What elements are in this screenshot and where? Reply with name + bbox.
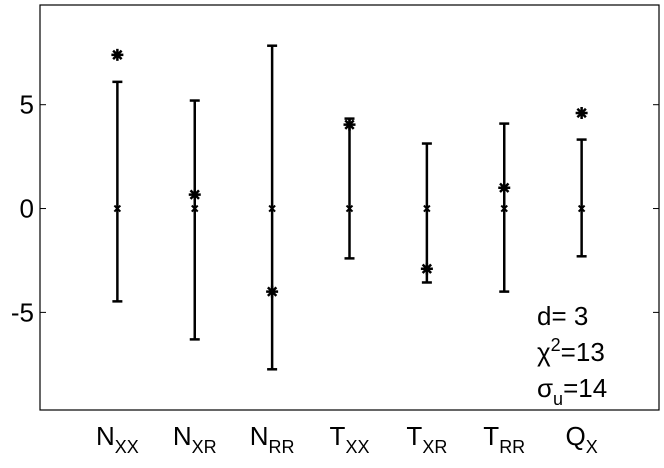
center-marker <box>500 204 508 213</box>
center-marker <box>423 204 431 213</box>
category-sub: RR <box>499 437 525 457</box>
category-main: N <box>250 421 269 451</box>
error-bar <box>189 99 200 341</box>
center-marker <box>268 204 276 213</box>
annotation-rest: =14 <box>563 373 607 403</box>
star-stroke <box>266 286 278 297</box>
category-sub: X <box>586 437 598 457</box>
annotation-sub: u <box>553 389 563 409</box>
error-bar <box>576 138 587 258</box>
star-stroke <box>421 263 433 274</box>
category-sub: RR <box>269 437 295 457</box>
annotation: σu=14 <box>537 373 607 409</box>
x-tick-label: NXR <box>173 421 217 457</box>
x-tick-label: NRR <box>250 421 295 457</box>
y-tick-label: 0 <box>20 194 34 224</box>
x-tick-label: QX <box>566 421 598 457</box>
category-sub: XR <box>192 437 217 457</box>
x-tick-label: TRR <box>483 421 525 457</box>
annotation: d= 3 <box>537 301 588 331</box>
star-stroke <box>344 119 355 130</box>
category-sub: XR <box>422 437 447 457</box>
data-point <box>343 118 356 131</box>
plot-frame <box>39 4 660 411</box>
category-main: T <box>330 421 346 451</box>
error-bar <box>421 142 432 284</box>
star-stroke <box>576 107 587 119</box>
x-tick-label: NXX <box>96 421 139 457</box>
data-point <box>575 107 588 119</box>
x-tick-label: TXX <box>330 421 370 457</box>
category-sub: XX <box>345 437 369 457</box>
annotation-base: σ <box>537 373 553 403</box>
category-main: Q <box>566 421 586 451</box>
star-stroke <box>112 49 123 60</box>
annotation-base: d= 3 <box>537 301 588 331</box>
star-stroke <box>189 189 200 200</box>
annotation-rest: =13 <box>561 337 605 367</box>
center-marker <box>191 204 199 213</box>
category-main: T <box>483 421 499 451</box>
annotation-base: χ <box>537 337 551 367</box>
annotation-sup: 2 <box>551 335 561 355</box>
data-point <box>111 48 124 61</box>
category-sub: XX <box>115 437 139 457</box>
annotation: χ2=13 <box>537 335 605 367</box>
error-bar <box>344 117 355 260</box>
y-tick-label: -5 <box>11 297 34 327</box>
category-main: T <box>406 421 422 451</box>
x-tick-label: TXR <box>406 421 447 457</box>
data-point <box>498 181 511 194</box>
center-marker <box>113 204 122 213</box>
category-main: N <box>96 421 115 451</box>
y-tick-label: 5 <box>20 90 34 120</box>
star-stroke <box>499 182 510 193</box>
data-point <box>188 188 201 201</box>
data-point <box>420 262 433 275</box>
center-marker <box>577 204 586 213</box>
data-point <box>266 285 279 298</box>
center-marker <box>345 204 354 213</box>
error-bar <box>112 80 123 303</box>
category-main: N <box>173 421 192 451</box>
